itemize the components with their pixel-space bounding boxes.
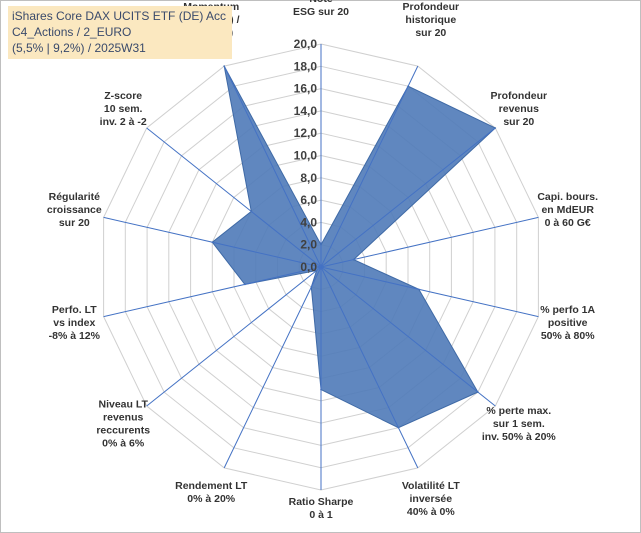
axis-label-line: Profondeur — [491, 90, 548, 102]
axis-label-line: % perfo 1A — [540, 304, 595, 316]
axis-label-line: vs index — [53, 317, 95, 329]
axis-label-line: -8% à 12% — [49, 330, 101, 342]
axis-label-line: sur 20 — [415, 27, 446, 39]
axis-label-6: % perte max. sur 1 sem. inv. 50% à 20% — [482, 405, 557, 443]
axis-label-line: Régularité — [49, 191, 101, 203]
axis-spokes — [103, 44, 539, 490]
tick-label: 16,0 — [294, 82, 318, 96]
tick-label: 20,0 — [294, 37, 318, 51]
axis-label-line: Ratio Sharpe — [289, 496, 354, 508]
axis-label-8: Ratio Sharpe 0 à 1 — [289, 496, 354, 521]
axis-label-line: croissance — [47, 204, 102, 216]
axis-spoke — [320, 266, 539, 318]
axis-label-line: 0 à 60 G€ — [545, 217, 591, 229]
axis-label-line: en MdEUR — [541, 204, 594, 216]
axis-label-4: Capi. bours. en MdEUR 0 à 60 G€ — [537, 191, 598, 229]
axis-label-line: Volatilité LT — [402, 480, 461, 492]
tick-label: 8,0 — [300, 171, 317, 185]
axis-label-12: Régularité croissance sur 20 — [47, 191, 102, 229]
axis-spoke — [320, 266, 419, 469]
axis-label-2: Profondeur historique sur 20 — [403, 1, 460, 39]
axis-label-line: revenus — [499, 103, 539, 115]
axis-label-3: Profondeur revenus sur 20 — [491, 90, 548, 128]
tick-labels: 0,0 2,0 4,0 6,0 8,0 10,0 12,0 14,0 16,0 18,0 20,0 — [294, 37, 318, 274]
axis-spoke — [320, 266, 496, 407]
axis-label-line: Profondeur — [403, 1, 460, 13]
axis-label-line: % perte max. — [486, 405, 551, 417]
axis-label-line: 40% à 0% — [407, 506, 456, 518]
axis-label-line: Rendement LT — [175, 480, 248, 492]
axis-label-10: Niveau LT revenus reccurents 0% à 6% — [96, 399, 150, 450]
tick-label: 2,0 — [300, 238, 317, 252]
axis-label-11: Perfo. LT vs index -8% à 12% — [49, 304, 101, 342]
axis-spoke — [223, 65, 322, 268]
axis-label-5: % perfo 1A positive 50% à 80% — [540, 304, 595, 342]
axis-spoke — [320, 65, 419, 268]
axis-spoke — [146, 266, 322, 407]
axis-label-line: inv. 50% à 20% — [482, 431, 557, 443]
axis-label-line: positive — [548, 317, 588, 329]
axis-label-line: inversée — [409, 493, 452, 505]
tick-label: 6,0 — [300, 193, 317, 207]
axis-label-9: Rendement LT 0% à 20% — [175, 480, 248, 505]
tick-label: 14,0 — [294, 104, 318, 118]
series-layer — [211, 65, 497, 429]
title-line-3: (5,5% | 9,2%) / 2025W31 — [12, 41, 146, 55]
tick-label: 18,0 — [294, 59, 318, 73]
axis-label-line: Niveau LT — [98, 399, 148, 411]
axis-spoke — [320, 216, 539, 268]
axis-label-7: Volatilité LT inversée 40% à 0% — [402, 480, 461, 518]
axis-label-line: Capi. bours. — [537, 191, 598, 203]
axis-label-line: inv. 2 à -2 — [100, 116, 147, 128]
chart-title: iShares Core DAX UCITS ETF (DE) Acc C4_A… — [8, 6, 233, 59]
axis-label-line: 10 sem. — [104, 103, 143, 115]
axis-spoke — [103, 266, 322, 318]
tick-label: 10,0 — [294, 149, 318, 163]
axis-label-line: ESG sur 20 — [293, 6, 349, 18]
axis-label-line: Note — [309, 0, 332, 5]
axis-label-line: revenus — [103, 412, 143, 424]
axis-spoke — [103, 216, 322, 268]
axis-label-line: sur 1 sem. — [493, 418, 545, 430]
axis-label-line: 0% à 20% — [187, 493, 236, 505]
series-area — [211, 65, 497, 429]
axis-label-13: Z-score 10 sem. inv. 2 à -2 — [100, 90, 147, 128]
axis-label-line: 50% à 80% — [541, 330, 595, 342]
axis-label-line: 0 à 1 — [309, 509, 333, 521]
title-line-2: C4_Actions / 2_EURO — [12, 25, 132, 39]
tick-label: 0,0 — [300, 260, 317, 274]
axis-spoke — [320, 127, 496, 268]
axis-label-line: 0% à 6% — [102, 438, 145, 450]
axis-label-line: historique — [405, 14, 456, 26]
axis-label-1: NoteESG sur 20 — [293, 0, 349, 18]
axis-spoke — [146, 127, 322, 268]
tick-label: 12,0 — [294, 126, 318, 140]
axis-label-line: Z-score — [104, 90, 142, 102]
axis-label-line: sur 20 — [503, 116, 534, 128]
axis-label-line: sur 20 — [59, 217, 90, 229]
axis-spoke — [223, 266, 322, 469]
axis-label-line: reccurents — [96, 425, 150, 437]
axis-label-line: Perfo. LT — [52, 304, 97, 316]
title-line-1: iShares Core DAX UCITS ETF (DE) Acc — [12, 9, 227, 23]
tick-label: 4,0 — [300, 215, 317, 229]
